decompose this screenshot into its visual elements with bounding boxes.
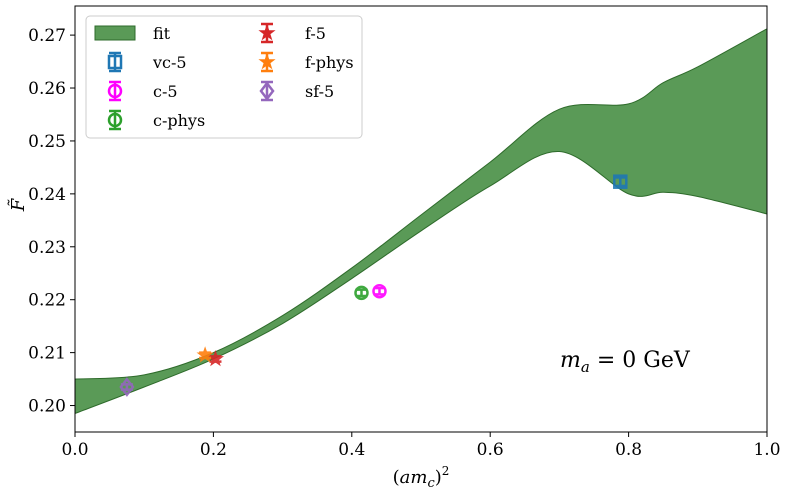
legend-marker [259, 80, 275, 102]
data-point-c-5 [372, 283, 387, 299]
data-point-f-phys [196, 346, 214, 363]
legend-marker [107, 80, 123, 102]
y-tick-label: 0.26 [28, 79, 66, 99]
y-tick-label: 0.21 [28, 344, 66, 364]
data-point-f-5 [206, 349, 225, 367]
legend-marker [107, 51, 123, 73]
y-tick-label: 0.20 [28, 397, 66, 417]
data-point-sf-5 [119, 377, 135, 397]
legend-box [85, 15, 363, 139]
y-axis-label: F̃ [7, 197, 29, 212]
legend: fit vc-5 c-5 c-phys f-5 f-phys sf-5 [85, 15, 363, 139]
y-tick-label: 0.27 [28, 26, 66, 46]
legend-label: f-phys [305, 53, 354, 72]
legend-item-f-5: f-5 [258, 22, 326, 44]
legend-swatch [94, 25, 136, 41]
legend-item-fit: fit [94, 24, 171, 43]
data-point-vc-5 [613, 174, 628, 189]
legend-marker [258, 51, 276, 73]
x-tick-label: 1.0 [753, 440, 780, 460]
x-tick-label: 0.2 [200, 440, 227, 460]
legend-item-c-phys: c-phys [107, 109, 205, 131]
y-tick-label: 0.24 [28, 185, 66, 205]
legend-marker [258, 22, 276, 44]
x-tick-label: 0.0 [61, 440, 88, 460]
legend-label: c-5 [153, 82, 178, 101]
plot-frame [74, 5, 768, 433]
legend-label: c-phys [153, 111, 205, 130]
y-tick-label: 0.23 [28, 238, 66, 258]
y-tick-label: 0.25 [28, 132, 66, 152]
annotation-ma: ma = 0 GeV [560, 348, 691, 376]
x-axis-label: (amc)2 [393, 464, 450, 491]
legend-label: f-5 [305, 24, 326, 43]
legend-item-f-phys: f-phys [258, 51, 354, 73]
y-tick-label: 0.22 [28, 291, 66, 311]
legend-marker [107, 109, 123, 131]
x-tick-label: 0.4 [338, 440, 365, 460]
legend-item-vc-5: vc-5 [107, 51, 187, 73]
x-tick-label: 0.8 [615, 440, 642, 460]
legend-item-c-5: c-5 [107, 80, 178, 102]
legend-label: fit [153, 24, 171, 43]
legend-item-sf-5: sf-5 [259, 80, 334, 102]
data-point-c-phys [354, 285, 369, 301]
x-tick-label: 0.6 [477, 440, 504, 460]
legend-label: vc-5 [152, 53, 187, 72]
data-points-layer [119, 174, 628, 397]
ticks-layer: 0.0 0.2 0.4 0.6 0.8 1.0 0.20 0.21 0.22 0.23 0.24 0.… [28, 26, 780, 460]
legend-label: sf-5 [305, 82, 334, 101]
